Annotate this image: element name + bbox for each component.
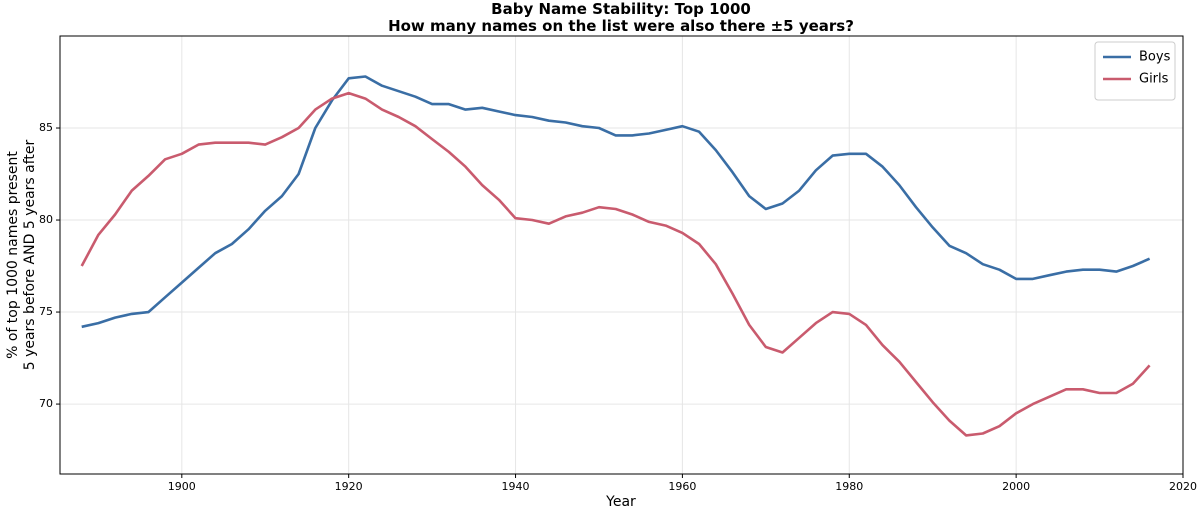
- y-tick-label: 75: [39, 305, 53, 318]
- x-tick-label: 1920: [335, 480, 363, 493]
- series-line: [80, 91, 1151, 437]
- plot-frame: [59, 35, 1184, 475]
- y-tick-label: 70: [39, 397, 53, 410]
- x-axis-label: Year: [605, 494, 636, 510]
- chart-title: Baby Name Stability: Top 1000: [491, 0, 751, 18]
- legend-label: Girls: [1139, 72, 1169, 87]
- x-tick-label: 1940: [502, 480, 530, 493]
- y-tick-label: 85: [39, 121, 53, 134]
- legend: Boys Girls: [1094, 41, 1176, 101]
- y-tick-label: 80: [39, 213, 53, 226]
- x-tick-label: 2000: [1002, 480, 1030, 493]
- x-tick-label: 1960: [668, 480, 696, 493]
- series-line: [81, 75, 1151, 329]
- x-tick-label: 1980: [835, 480, 863, 493]
- legend-label: Boys: [1139, 50, 1171, 65]
- y-axis-label: 5 years before AND 5 years after: [22, 139, 38, 370]
- x-tick-label: 1900: [168, 480, 196, 493]
- chart-subtitle: How many names on the list were also the…: [388, 17, 854, 35]
- x-tick-label: 2020: [1169, 480, 1197, 493]
- y-axis-label: % of top 1000 names present: [5, 151, 21, 359]
